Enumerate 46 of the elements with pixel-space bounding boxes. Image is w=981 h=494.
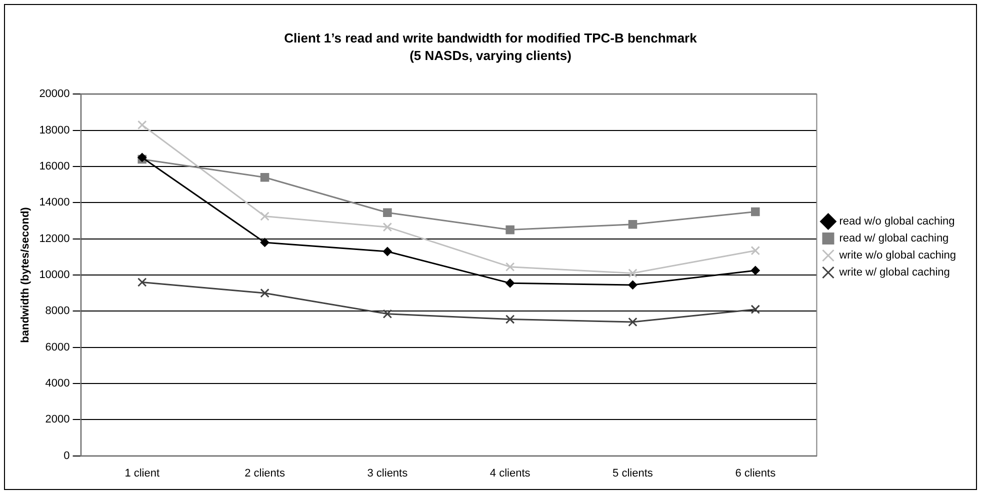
point — [137, 120, 147, 130]
point — [505, 314, 515, 324]
y-tick-label: 16000 — [39, 160, 70, 173]
point — [382, 309, 392, 319]
point — [137, 278, 147, 287]
y-tick-label: 8000 — [45, 305, 70, 318]
point — [505, 262, 515, 272]
legend-label: write w/ global caching — [838, 266, 950, 279]
point — [382, 222, 392, 232]
point — [506, 278, 515, 288]
legend-label: read w/ global caching — [839, 232, 949, 245]
point — [628, 268, 638, 278]
x-tick-label: 5 clients — [612, 467, 654, 480]
y-tick-label: 6000 — [45, 341, 70, 354]
y-tick-label: 10000 — [39, 269, 70, 282]
legend-label: write w/o global caching — [838, 250, 956, 262]
y-tick-label: 14000 — [39, 196, 70, 209]
point — [628, 280, 638, 290]
point — [628, 317, 638, 327]
x-tick-label: 1 client — [124, 467, 160, 480]
point — [750, 266, 760, 275]
point — [383, 208, 392, 218]
y-tick-label: 12000 — [39, 232, 70, 245]
y-axis-title: bandwidth (bytes/second) — [20, 206, 32, 343]
point — [628, 220, 638, 229]
point — [506, 225, 514, 234]
point — [260, 212, 270, 221]
y-tick-label: 20000 — [39, 88, 70, 100]
chart-title: Client 1’s read and write bandwidth for modified TPC-B benchmark — [284, 30, 698, 46]
x-tick-label: 2 clients — [244, 467, 286, 480]
y-tick-label: 0 — [64, 450, 70, 462]
point — [260, 288, 270, 298]
point — [382, 246, 392, 256]
y-tick-label: 18000 — [39, 124, 70, 136]
y-tick-label: 2000 — [45, 414, 70, 426]
point — [751, 207, 760, 216]
point — [750, 304, 760, 314]
point — [750, 246, 760, 256]
x-tick-label: 4 clients — [490, 467, 531, 480]
chart-subtitle: (5 NASDs, varying clients) — [410, 48, 572, 63]
point — [260, 238, 270, 247]
legend-label: read w/o global caching — [839, 216, 955, 228]
x-tick-label: 6 clients — [735, 467, 776, 480]
x-tick-label: 3 clients — [367, 467, 408, 480]
y-tick-label: 4000 — [45, 378, 70, 390]
point — [260, 172, 270, 182]
